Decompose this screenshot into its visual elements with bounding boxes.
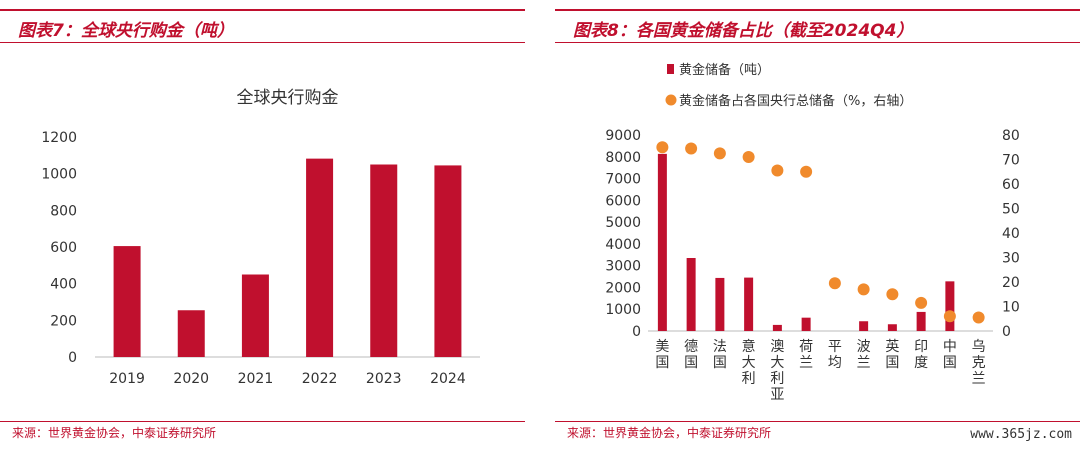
legend-dot-label: 黄金储备占各国央行总储备（%，右轴）	[679, 93, 912, 109]
bar	[686, 258, 696, 331]
y-tick-label: 1000	[41, 167, 77, 183]
figure-title: 图表7：全球央行购金（吨）	[18, 21, 234, 41]
x-tick-label: 2019	[109, 371, 145, 387]
y-tick-label: 200	[50, 313, 77, 329]
y-tick-label: 800	[50, 203, 77, 219]
scatter-point	[685, 142, 698, 155]
x-tick-label: 法国	[713, 339, 727, 371]
y-left-tick-label: 6000	[605, 193, 641, 209]
title-rule	[0, 42, 525, 43]
x-tick-label: 2021	[238, 371, 274, 387]
y-left-tick-label: 1000	[605, 302, 641, 318]
x-tick-label: 波兰	[857, 339, 871, 371]
legend-dot-swatch	[665, 94, 677, 106]
bar	[887, 324, 897, 331]
bar	[657, 153, 667, 331]
bottom-rule	[0, 421, 525, 422]
watermark: www.365jz.com	[970, 427, 1072, 442]
y-right-tick-label: 60	[1002, 177, 1020, 193]
y-left-tick-label: 2000	[605, 280, 641, 296]
scatter-point	[771, 164, 784, 177]
x-tick-label: 乌克兰	[972, 339, 986, 387]
scatter-point	[713, 147, 726, 160]
title-rule	[555, 42, 1080, 43]
bar	[744, 277, 754, 331]
source-note: 来源：世界黄金协会，中泰证券研究所	[567, 426, 772, 440]
y-right-tick-label: 0	[1002, 324, 1011, 340]
x-tick-label: 荷兰	[799, 339, 813, 371]
y-right-tick-label: 70	[1002, 153, 1020, 169]
y-left-tick-label: 8000	[605, 150, 641, 166]
y-left-tick-label: 7000	[605, 172, 641, 188]
source-note: 来源：世界黄金协会，中泰证券研究所	[12, 426, 217, 440]
top-rule	[0, 9, 525, 11]
x-tick-label: 美国	[655, 339, 669, 371]
figure-title: 图表8：各国黄金储备占比（截至2024Q4）	[573, 21, 914, 41]
y-tick-label: 0	[68, 350, 77, 366]
central-bank-gold-chart: 全球央行购金 0 200 400 600 800 1000 1200 2019 2020 2021 2…	[41, 88, 480, 387]
bar	[916, 311, 926, 331]
top-rule	[555, 9, 1080, 11]
bar	[859, 321, 869, 331]
chart-title: 全球央行购金	[237, 88, 339, 108]
y-right-tick-label: 10	[1002, 300, 1020, 316]
y-right-tick-label: 30	[1002, 251, 1020, 267]
scatter-point	[800, 165, 813, 178]
x-tick-label: 2022	[302, 371, 338, 387]
bar	[241, 274, 269, 357]
bottom-rule	[555, 421, 1080, 422]
left-panel: 图表7：全球央行购金（吨） 全球央行购金 0 200 400 600 800 1000 120…	[0, 0, 525, 451]
x-tick-label: 平均	[828, 339, 842, 371]
scatter-point	[972, 311, 985, 324]
y-left-tick-label: 0	[632, 324, 641, 340]
y-left-tick-label: 5000	[605, 215, 641, 231]
x-tick-label: 澳大利亚	[770, 339, 784, 403]
x-tick-label: 中国	[943, 339, 957, 371]
x-tick-label: 德国	[684, 339, 698, 371]
bar	[306, 158, 334, 357]
y-right-tick-label: 80	[1002, 128, 1020, 144]
gold-reserves-chart: 黄金储备（吨） 黄金储备占各国央行总储备（%，右轴） 0 1000 2000 3000 40…	[605, 62, 1020, 403]
bar	[434, 165, 462, 357]
bar	[113, 246, 141, 357]
y-right-tick-label: 50	[1002, 202, 1020, 218]
scatter-point	[742, 151, 755, 164]
bar	[370, 164, 398, 357]
x-tick-label: 2024	[430, 371, 466, 387]
scatter-point	[943, 310, 956, 323]
scatter-point	[857, 283, 870, 296]
legend-bar-swatch	[667, 64, 674, 74]
y-left-tick-label: 3000	[605, 259, 641, 275]
scatter-point	[828, 277, 841, 290]
y-right-tick-label: 20	[1002, 275, 1020, 291]
x-tick-label: 2023	[366, 371, 402, 387]
bar	[715, 277, 725, 331]
y-left-tick-label: 9000	[605, 128, 641, 144]
x-tick-label: 2020	[173, 371, 209, 387]
bar	[945, 281, 955, 331]
legend-bar-label: 黄金储备（吨）	[679, 62, 770, 78]
y-left-tick-label: 4000	[605, 237, 641, 253]
scatter-point	[915, 296, 928, 309]
right-panel: 图表8：各国黄金储备占比（截至2024Q4） 黄金储备（吨） 黄金储备占各国央行总…	[555, 0, 1080, 451]
y-right-tick-label: 40	[1002, 226, 1020, 242]
y-tick-label: 400	[50, 277, 77, 293]
scatter-point	[886, 288, 899, 301]
y-tick-label: 600	[50, 240, 77, 256]
x-tick-label: 意大利	[742, 338, 756, 387]
scatter-point	[656, 141, 669, 154]
bar	[772, 324, 782, 331]
bar	[801, 317, 811, 331]
y-tick-label: 1200	[41, 130, 77, 146]
x-tick-label: 英国	[885, 338, 899, 371]
x-tick-label: 印度	[914, 339, 928, 371]
bar	[177, 310, 205, 357]
